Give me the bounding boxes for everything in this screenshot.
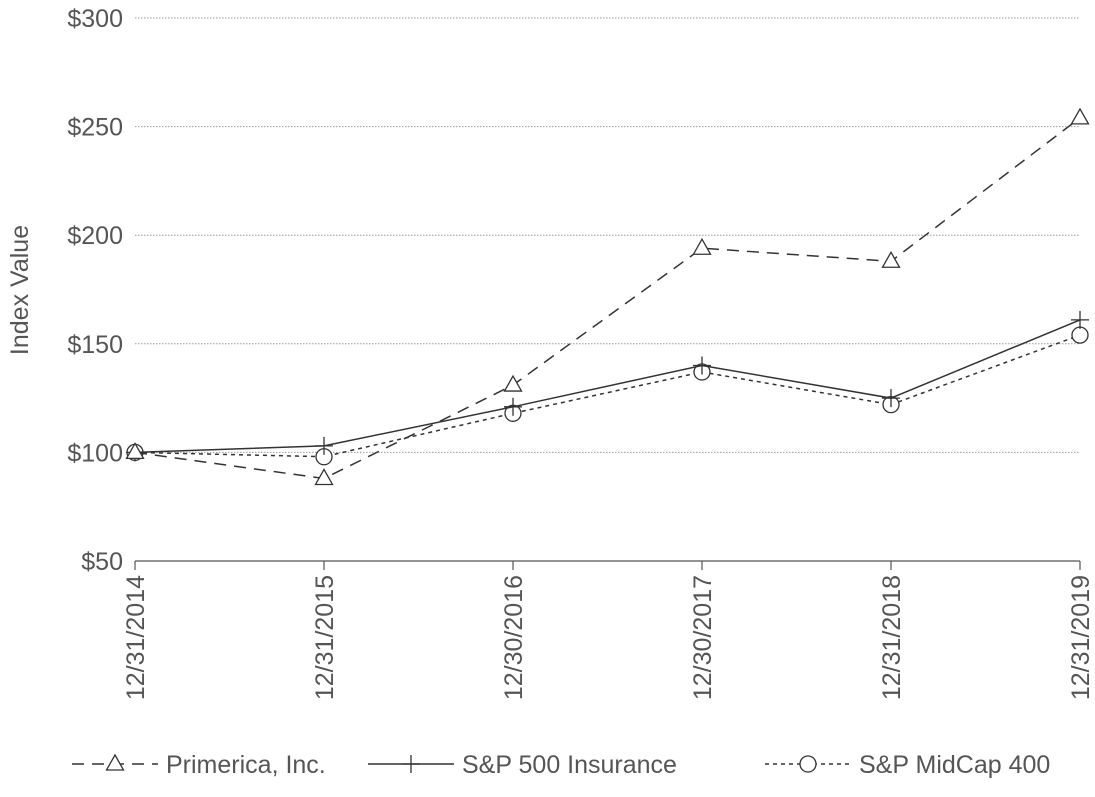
y-tick-label: $100 bbox=[67, 439, 123, 467]
x-tick-label: 12/30/2017 bbox=[689, 575, 717, 700]
triangle-marker bbox=[314, 468, 334, 486]
y-axis-label: Index Value bbox=[6, 225, 34, 355]
y-tick-label: $150 bbox=[67, 331, 123, 359]
x-tick-label: 12/31/2014 bbox=[122, 575, 150, 700]
legend-label: Primerica, Inc. bbox=[166, 751, 326, 779]
series-plus-group bbox=[126, 310, 1089, 462]
axes: $50 $100 $150 $200 $250 $300 12/31/2014 12/31/2… bbox=[67, 5, 1095, 700]
plus-marker bbox=[315, 436, 333, 455]
series-triangle-group bbox=[125, 107, 1090, 486]
legend-label: S&P MidCap 400 bbox=[859, 751, 1050, 779]
plus-marker bbox=[504, 397, 522, 416]
triangle-marker bbox=[503, 374, 523, 392]
circle-marker bbox=[1071, 326, 1089, 344]
legend-item: S&P MidCap 400 bbox=[765, 751, 1050, 779]
legend: Primerica, Inc. S&P 500 Insurance S&P MidC… bbox=[72, 751, 1050, 779]
y-tick-label: $200 bbox=[67, 222, 123, 250]
x-tick-label: 12/30/2016 bbox=[500, 575, 528, 700]
y-tick-label: $250 bbox=[67, 114, 123, 142]
gridlines bbox=[135, 17, 1080, 453]
triangle-marker bbox=[125, 442, 145, 460]
x-tick-label: 12/31/2019 bbox=[1067, 575, 1095, 700]
plus-marker bbox=[402, 755, 420, 773]
triangle-marker bbox=[105, 753, 125, 771]
legend-item: Primerica, Inc. bbox=[72, 751, 326, 779]
y-tick-label: $50 bbox=[81, 548, 123, 576]
plus-marker bbox=[1071, 310, 1089, 329]
x-tick-label: 12/31/2015 bbox=[311, 575, 339, 700]
series-lines bbox=[125, 107, 1090, 486]
series-circle-group bbox=[126, 326, 1089, 466]
circle-marker bbox=[799, 755, 817, 773]
y-tick-label: $300 bbox=[67, 5, 123, 33]
legend-item: S&P 500 Insurance bbox=[368, 751, 677, 779]
triangle-marker bbox=[1070, 107, 1090, 125]
x-tick-label: 12/31/2018 bbox=[878, 575, 906, 700]
plus-marker bbox=[693, 356, 711, 375]
series-line bbox=[134, 117, 1081, 480]
plus-marker bbox=[882, 389, 900, 408]
series-line bbox=[134, 334, 1081, 458]
legend-label: S&P 500 Insurance bbox=[462, 751, 677, 779]
triangle-marker bbox=[881, 250, 901, 268]
series-line bbox=[134, 319, 1081, 454]
triangle-marker bbox=[692, 237, 712, 255]
